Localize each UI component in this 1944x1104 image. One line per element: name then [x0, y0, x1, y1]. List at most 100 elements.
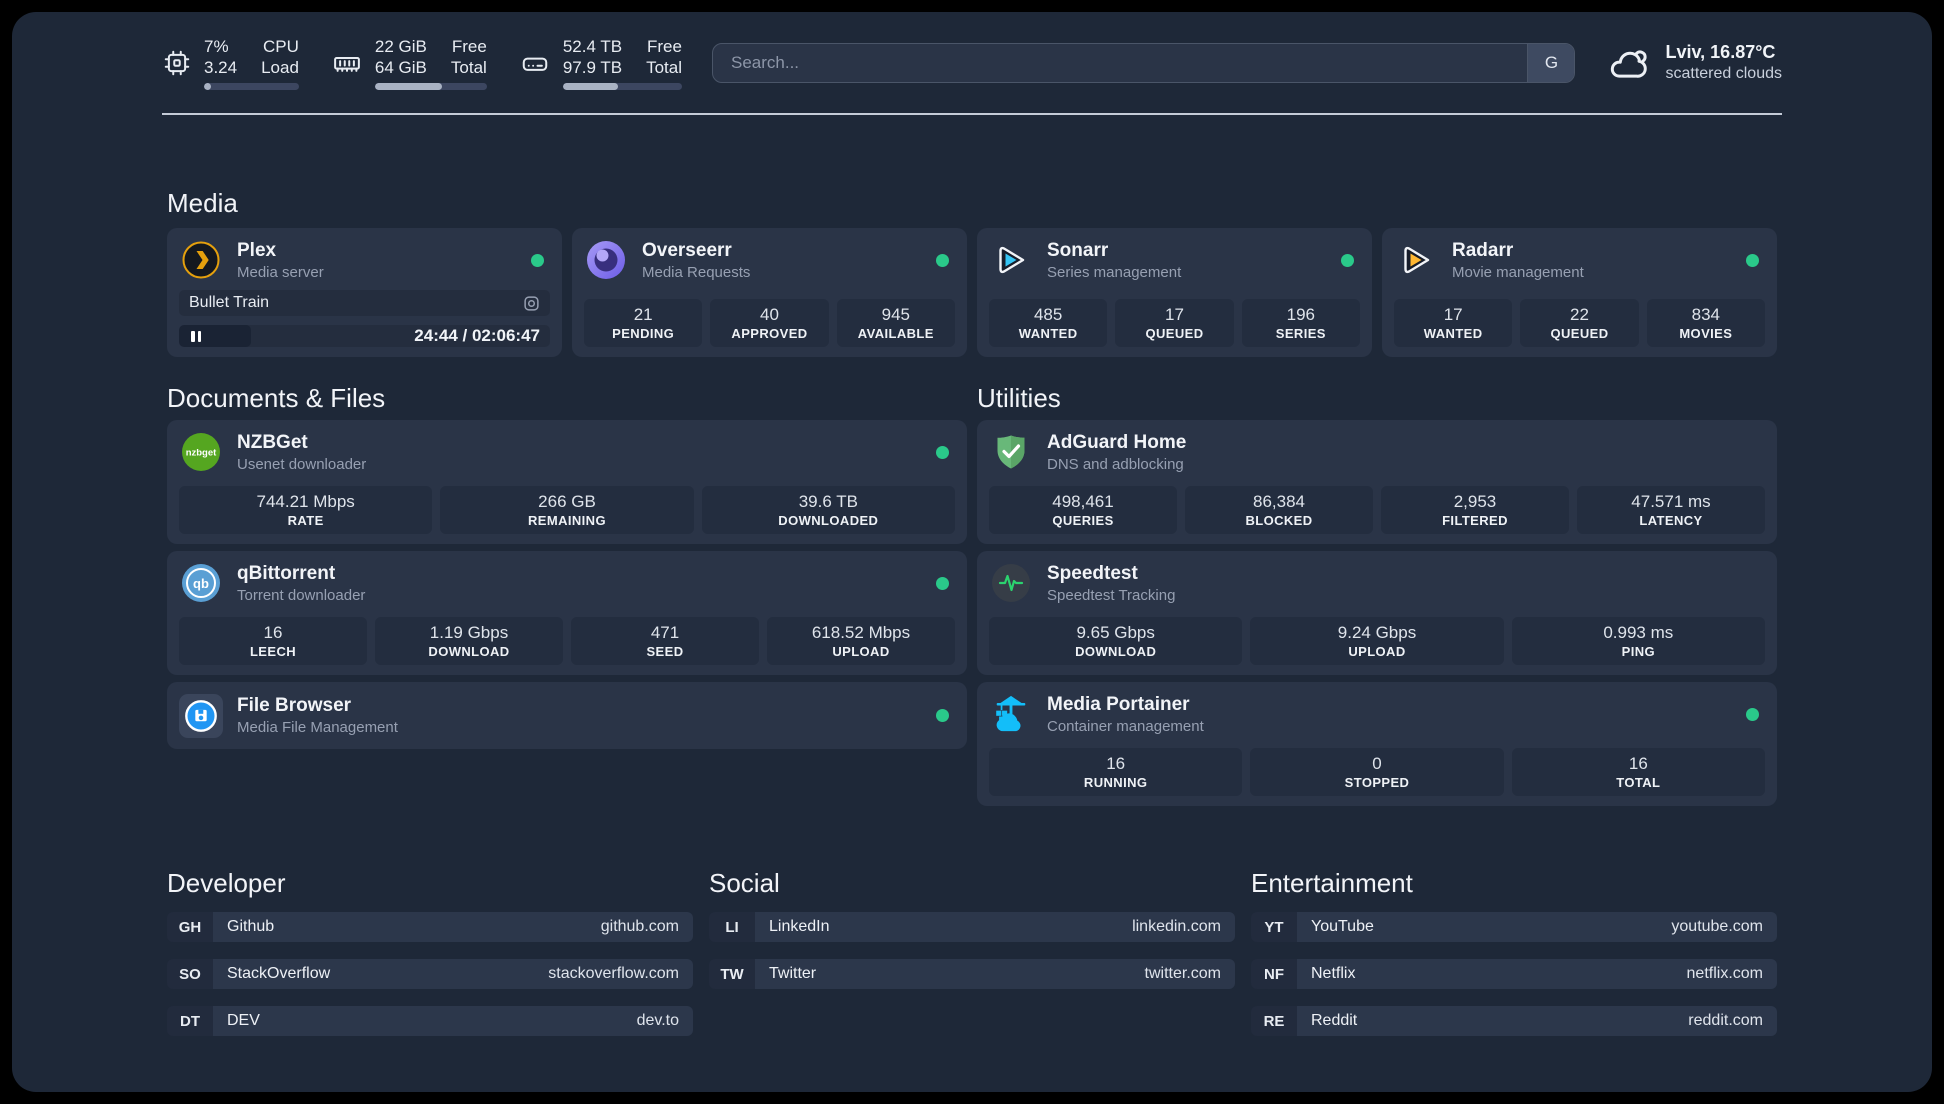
disk-stat: 52.4 TB Free 97.9 TB Total — [519, 36, 682, 90]
search-bar: G — [711, 42, 1576, 83]
search-input[interactable] — [712, 43, 1528, 82]
app-title: NZBGet — [237, 431, 308, 453]
documents-column: Documents & Files nzbget NZBGet Usenet d — [167, 383, 967, 755]
svg-text:nzbget: nzbget — [186, 448, 217, 459]
stat-box: 16 RUNNING — [989, 748, 1243, 796]
app-title: Sonarr — [1047, 239, 1109, 261]
status-dot — [1341, 253, 1354, 267]
link-linkedin[interactable]: LI LinkedIn linkedin.com — [709, 912, 1235, 942]
section-title-documents: Documents & Files — [167, 383, 386, 413]
link-name: Netflix — [1311, 965, 1356, 982]
section-title-media: Media — [167, 188, 238, 218]
app-title: Overseerr — [642, 239, 732, 261]
disk-icon — [522, 57, 548, 71]
filebrowser-icon — [179, 693, 223, 738]
social-links: Social LI LinkedIn linkedin.com TW Twitte… — [709, 868, 1235, 1006]
app-title: qBittorrent — [237, 562, 336, 584]
overseerr-card[interactable]: Overseerr Media Requests 21 PENDING 40 APP… — [572, 228, 967, 357]
stat-box: 40 APPROVED — [710, 299, 829, 347]
link-url: linkedin.com — [1132, 918, 1221, 935]
cpu-usage-value: 7% — [204, 36, 229, 56]
link-url: twitter.com — [1144, 965, 1221, 982]
stat-box: 16 TOTAL — [1511, 748, 1765, 796]
nzbget-card[interactable]: nzbget NZBGet Usenet downloader 744.21 M… — [167, 420, 967, 544]
app-title: Media Portainer — [1047, 693, 1190, 715]
app-title: Speedtest — [1047, 562, 1138, 584]
adguard-icon — [989, 430, 1033, 474]
stat-box: 1.19 Gbps DOWNLOAD — [375, 617, 563, 665]
link-name: Github — [227, 918, 275, 935]
status-dot — [936, 576, 949, 590]
sonarr-card[interactable]: Sonarr Series management 485 WANTED 17 QUE… — [977, 228, 1372, 357]
app-title: AdGuard Home — [1047, 431, 1187, 453]
disk-free-label: Free — [647, 36, 682, 56]
link-abbr: SO — [167, 959, 213, 989]
section-title-developer: Developer — [167, 868, 286, 898]
now-playing-title: Bullet Train — [189, 294, 270, 311]
playback-progress-bar: 24:44 / 02:06:47 — [179, 325, 550, 347]
search-engine-button[interactable]: G — [1527, 43, 1575, 82]
qbittorrent-card[interactable]: qb qBittorrent Torrent downloader 16 LEEC… — [167, 551, 967, 675]
pause-icon — [191, 331, 201, 342]
link-github[interactable]: GH Github github.com — [167, 912, 693, 942]
app-subtitle: Media Requests — [642, 263, 751, 281]
stat-box: 39.6 TB DOWNLOADED — [701, 486, 955, 534]
stat-box: 945 AVAILABLE — [836, 299, 955, 347]
link-url: stackoverflow.com — [548, 965, 679, 982]
adguard-card[interactable]: AdGuard Home DNS and adblocking 498,461 Q… — [977, 420, 1777, 544]
session-type-icon — [524, 295, 539, 311]
app-subtitle: DNS and adblocking — [1047, 455, 1184, 473]
memory-usage-bar — [374, 82, 487, 90]
memory-total-value: 64 GiB — [374, 57, 427, 77]
status-dot — [1746, 707, 1759, 721]
disk-total-value: 97.9 TB — [562, 57, 623, 77]
section-title-utilities: Utilities — [977, 383, 1061, 413]
link-url: github.com — [600, 918, 679, 935]
link-reddit[interactable]: RE Reddit reddit.com — [1251, 1006, 1777, 1036]
status-dot — [936, 709, 949, 722]
status-dot — [936, 445, 949, 459]
link-netflix[interactable]: NF Netflix netflix.com — [1251, 959, 1777, 989]
stat-box: 2,953 FILTERED — [1381, 486, 1569, 534]
radarr-icon — [1394, 238, 1438, 282]
link-stackoverflow[interactable]: SO StackOverflow stackoverflow.com — [167, 959, 693, 989]
portainer-card[interactable]: Media Portainer Container management 16 R… — [977, 682, 1777, 806]
cpu-label: CPU — [263, 36, 299, 56]
status-dot — [531, 253, 544, 267]
weather-location-temp: Lviv, 16.87°C — [1665, 42, 1776, 62]
stat-box: 266 GB REMAINING — [440, 486, 694, 534]
link-url: dev.to — [636, 1012, 679, 1029]
filebrowser-card[interactable]: File Browser Media File Management — [167, 682, 967, 749]
cpu-icon — [164, 50, 190, 75]
ram-icon — [334, 56, 360, 72]
speedtest-card[interactable]: Speedtest Speedtest Tracking 9.65 Gbps DO… — [977, 551, 1777, 675]
section-title-social: Social — [709, 868, 780, 898]
link-youtube[interactable]: YT YouTube youtube.com — [1251, 912, 1777, 942]
app-subtitle: Movie management — [1452, 263, 1584, 281]
developer-links: Developer GH Github github.com SO StackOv… — [167, 868, 693, 1053]
link-dev[interactable]: DT DEV dev.to — [167, 1006, 693, 1036]
stat-box: 21 PENDING — [584, 299, 703, 347]
app-subtitle: Media File Management — [237, 719, 398, 736]
link-name: StackOverflow — [227, 965, 331, 982]
status-dot — [936, 253, 949, 267]
qbittorrent-icon: qb — [179, 561, 223, 605]
link-twitter[interactable]: TW Twitter twitter.com — [709, 959, 1235, 989]
stat-box: 86,384 BLOCKED — [1185, 486, 1373, 534]
radarr-card[interactable]: Radarr Movie management 17 WANTED 22 QUEUE… — [1382, 228, 1777, 357]
stat-box: 471 SEED — [571, 617, 759, 665]
link-abbr: DT — [167, 1006, 213, 1036]
portainer-icon — [989, 692, 1033, 736]
app-title: File Browser — [237, 695, 352, 716]
plex-card[interactable]: Plex Media server Bullet Train 24:44 / 0 — [167, 228, 562, 357]
stat-box: 618.52 Mbps UPLOAD — [767, 617, 955, 665]
app-subtitle: Usenet downloader — [237, 455, 367, 473]
stat-box: 9.24 Gbps UPLOAD — [1250, 617, 1504, 665]
cpu-load-label: Load — [261, 57, 299, 77]
app-title: Radarr — [1452, 239, 1514, 261]
stat-box: 834 MOVIES — [1646, 299, 1765, 347]
topbar: 7% CPU 3.24 Load 22 GiB Free 64 GiB — [162, 12, 1782, 115]
stat-box: 47.571 ms LATENCY — [1577, 486, 1765, 534]
app-subtitle: Torrent downloader — [237, 586, 366, 604]
stat-box: 22 QUEUED — [1520, 299, 1639, 347]
